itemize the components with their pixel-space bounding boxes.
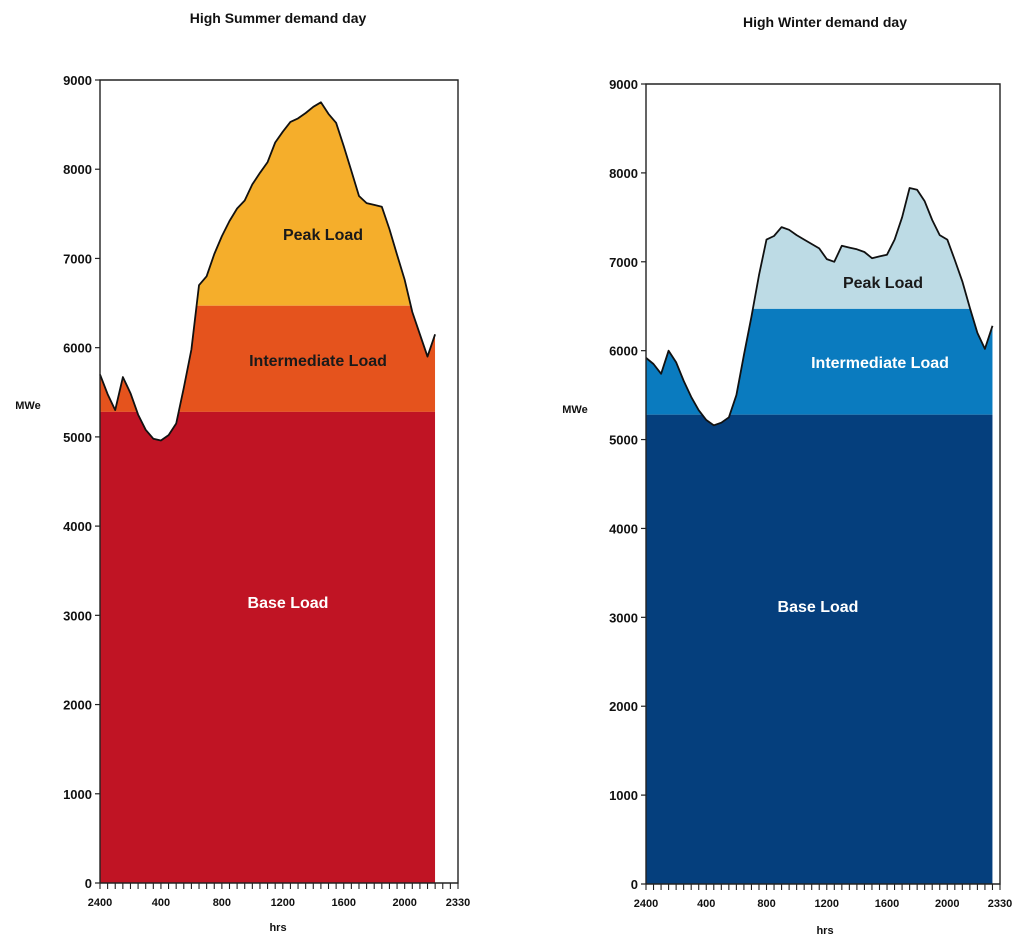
y-axis-label: MWe: [15, 400, 40, 412]
y-axis-ticks: 0 1000 2000 3000 4000 5000 6000 7000 8000 9000: [63, 73, 100, 891]
y-tick-label: 4000: [609, 521, 638, 536]
y-tick-label: 8000: [63, 162, 92, 177]
x-tick-label: 1600: [332, 897, 356, 909]
y-tick-label: 3000: [609, 610, 638, 625]
y-tick-label: 5000: [609, 433, 638, 448]
x-tick-label: 1600: [875, 898, 899, 910]
winter-demand-chart: High Winter demand day Peak Load Intermed…: [562, 14, 1012, 937]
demand-line: [645, 187, 994, 427]
y-tick-label: 5000: [63, 430, 92, 445]
base-load-label: Base Load: [248, 595, 329, 612]
x-tick-label: 2400: [88, 897, 112, 909]
x-axis-label: hrs: [816, 925, 833, 937]
y-axis-ticks: 0 1000 2000 3000 4000 5000 6000 7000 8000 9000: [609, 77, 646, 892]
x-axis-label: hrs: [269, 922, 286, 934]
peak-load-label: Peak Load: [843, 275, 923, 292]
y-tick-label: 0: [85, 876, 92, 891]
base-load-area: [646, 414, 993, 884]
y-tick-label: 1000: [609, 788, 638, 803]
demand-line: [99, 101, 436, 442]
x-tick-label: 800: [213, 897, 231, 909]
x-tick-label: 2400: [634, 898, 658, 910]
x-tick-label: 2000: [392, 897, 416, 909]
load-areas: Peak Load Intermediate Load Base Load: [99, 79, 459, 884]
load-areas: Peak Load Intermediate Load Base Load: [645, 83, 1001, 885]
peak-load-label: Peak Load: [283, 227, 363, 244]
chart-title: High Winter demand day: [743, 14, 907, 30]
y-tick-label: 2000: [609, 699, 638, 714]
y-tick-label: 8000: [609, 166, 638, 181]
x-tick-label: 2330: [988, 898, 1012, 910]
x-tick-label: 1200: [271, 897, 295, 909]
base-load-area: [100, 411, 436, 883]
x-tick-label: 400: [152, 897, 170, 909]
y-tick-label: 3000: [63, 608, 92, 623]
y-tick-label: 9000: [63, 73, 92, 88]
x-tick-label: 400: [697, 898, 715, 910]
x-tick-label: 1200: [815, 898, 839, 910]
y-tick-label: 6000: [63, 341, 92, 356]
y-tick-label: 6000: [609, 344, 638, 359]
peak-load-area: [100, 102, 436, 306]
summer-demand-chart: High Summer demand day Peak Load Intermed…: [15, 10, 470, 934]
y-tick-label: 4000: [63, 519, 92, 534]
x-tick-label: 800: [757, 898, 775, 910]
y-tick-label: 0: [631, 877, 638, 892]
intermediate-load-label: Intermediate Load: [811, 355, 949, 372]
x-tick-label: 2000: [935, 898, 959, 910]
y-axis-label: MWe: [562, 404, 587, 416]
x-axis-ticks: 2400 400 800 1200 1600 2000 2330: [634, 884, 1012, 910]
chart-title: High Summer demand day: [190, 10, 367, 26]
peak-load-area: [646, 188, 993, 309]
x-tick-label: 2330: [446, 897, 470, 909]
x-axis-ticks: 2400 400 800 1200 1600 2000 2330: [88, 883, 470, 909]
y-tick-label: 2000: [63, 698, 92, 713]
base-load-label: Base Load: [778, 599, 859, 616]
y-tick-label: 9000: [609, 77, 638, 92]
y-tick-label: 7000: [609, 255, 638, 270]
y-tick-label: 1000: [63, 787, 92, 802]
intermediate-load-label: Intermediate Load: [249, 353, 387, 370]
y-tick-label: 7000: [63, 251, 92, 266]
